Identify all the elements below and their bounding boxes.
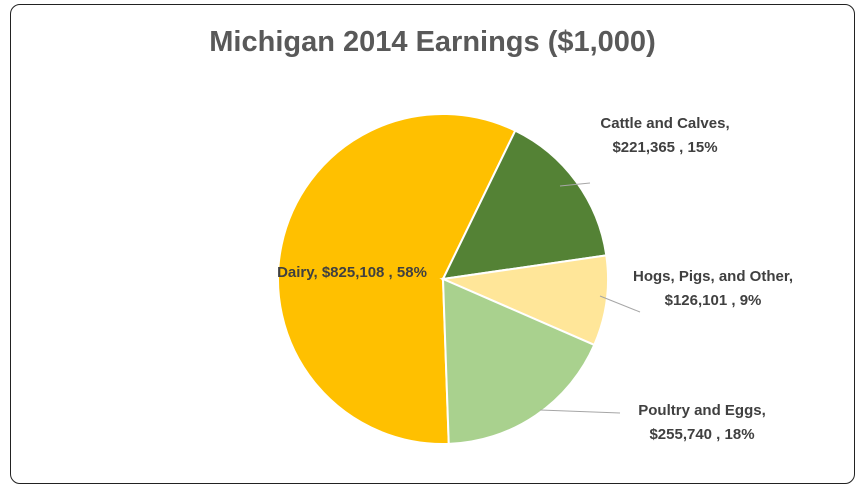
- value-label: $221,365 , 15%: [612, 139, 718, 156]
- data-label: Dairy $825,108 , 58%: [262, 261, 442, 285]
- data-label: Hogs, Pigs, and Other $126,101 , 9%: [628, 265, 798, 313]
- category-name: Dairy: [277, 264, 314, 281]
- separator: [725, 115, 729, 132]
- category-name: Hogs, Pigs, and Other: [632, 268, 789, 285]
- value-label: $825,108 , 58%: [321, 264, 427, 281]
- pie-slice: [439, 254, 609, 347]
- value-label: $126,101 , 9%: [664, 292, 762, 309]
- leader-line: [539, 409, 621, 414]
- data-label: Poultry and Eggs $255,740 , 18%: [612, 399, 792, 447]
- separator: [313, 264, 317, 281]
- separator: [789, 268, 793, 285]
- category-name: Poultry and Eggs: [638, 402, 762, 419]
- leader-line: [559, 182, 591, 187]
- value-label: $255,740 , 18%: [649, 426, 755, 443]
- separator: [762, 402, 766, 419]
- data-label: Cattle and Calves $221,365 , 15%: [590, 112, 740, 160]
- leader-line: [599, 295, 641, 313]
- chart-title: Michigan 2014 Earnings ($1,000): [209, 26, 656, 58]
- pie-slice: [441, 277, 596, 445]
- pie-slice: [441, 129, 608, 281]
- pie-slice: [277, 113, 517, 445]
- category-name: Cattle and Calves: [600, 115, 726, 132]
